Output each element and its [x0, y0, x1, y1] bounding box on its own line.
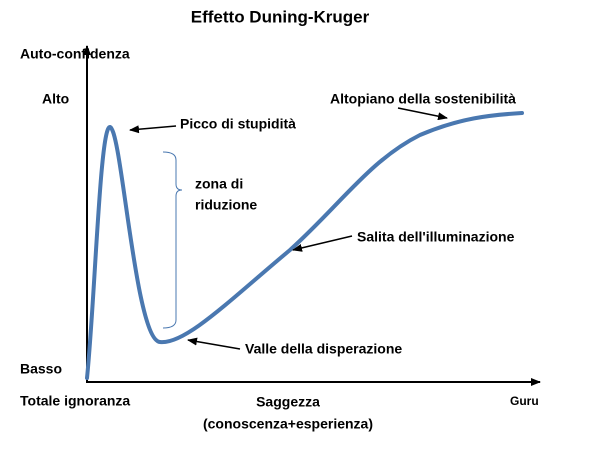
x-axis-label: (conoscenza+esperienza)	[203, 416, 373, 432]
annotation: Valle della disperazione	[245, 341, 402, 357]
x-axis-label: Saggezza	[256, 394, 320, 410]
y-axis-label: Auto-confidenza	[20, 46, 130, 62]
annotation: riduzione	[195, 197, 257, 213]
arrow	[397, 107, 448, 121]
annotation: Altopiano della sostenibilità	[330, 91, 516, 107]
bracket	[162, 151, 183, 329]
annotation: Picco di stupidità	[180, 116, 296, 132]
curve	[85, 111, 524, 380]
y-low-label: Basso	[20, 361, 62, 377]
arrow	[292, 235, 353, 252]
arrow	[129, 125, 177, 134]
arrow	[187, 337, 241, 350]
x-end-label: Guru	[510, 394, 539, 408]
title: Effetto Duning-Kruger	[191, 7, 370, 26]
y-high-label: Alto	[42, 91, 69, 107]
annotation: Salita dell'illuminazione	[357, 229, 515, 245]
annotation: zona di	[195, 176, 243, 192]
x-start-label: Totale ignoranza	[20, 393, 130, 409]
